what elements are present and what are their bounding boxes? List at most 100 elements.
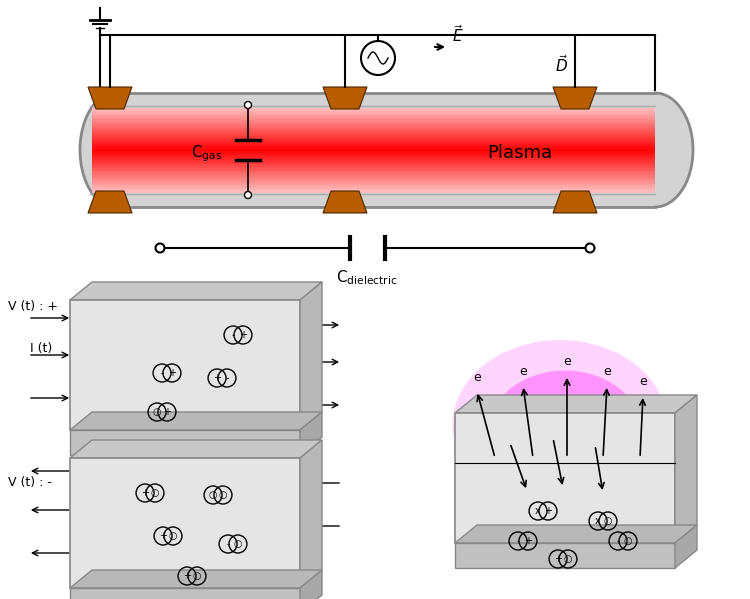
Bar [92, 190, 655, 192]
Bar [92, 131, 655, 132]
Bar [92, 137, 655, 140]
Bar [92, 178, 655, 180]
Bar [92, 110, 655, 111]
Bar [92, 126, 655, 128]
Text: +: + [554, 554, 562, 564]
Polygon shape [455, 525, 697, 543]
Text: V (t) : +: V (t) : + [8, 300, 58, 313]
Polygon shape [675, 395, 697, 543]
Polygon shape [300, 282, 322, 430]
Bar [92, 161, 655, 163]
Bar [92, 122, 655, 124]
Polygon shape [455, 543, 675, 568]
Text: C$_{\rm gas}$: C$_{\rm gas}$ [191, 144, 222, 164]
Text: ○: ○ [564, 554, 572, 564]
Bar [92, 168, 655, 170]
Polygon shape [70, 430, 300, 455]
Bar [92, 188, 655, 190]
Polygon shape [300, 440, 322, 588]
Bar [92, 129, 655, 131]
Text: -: - [225, 373, 229, 383]
Bar [92, 108, 655, 110]
Bar [92, 185, 655, 187]
Text: ○: ○ [193, 571, 201, 581]
Ellipse shape [488, 371, 643, 495]
Text: Plasma: Plasma [488, 144, 553, 162]
Text: ○: ○ [624, 536, 632, 546]
Bar [92, 135, 655, 137]
Bar [92, 162, 655, 165]
Text: I (t): I (t) [30, 342, 52, 355]
Text: +: + [239, 330, 247, 340]
Bar [92, 157, 655, 159]
Ellipse shape [452, 340, 668, 510]
Text: +: + [168, 368, 176, 378]
Bar [92, 174, 655, 176]
Text: ○: ○ [153, 407, 161, 417]
Text: -: - [516, 536, 520, 546]
Bar [92, 143, 655, 145]
Text: ○: ○ [209, 490, 218, 500]
Bar [92, 171, 655, 173]
Bar [92, 128, 655, 129]
Circle shape [586, 244, 595, 253]
Bar [92, 160, 655, 162]
Text: +: + [141, 488, 149, 498]
Bar [92, 186, 655, 188]
Circle shape [244, 101, 251, 108]
Bar [92, 118, 655, 120]
Circle shape [155, 244, 164, 253]
Bar [92, 115, 655, 117]
Bar [92, 153, 655, 155]
Polygon shape [300, 570, 322, 599]
Text: ○: ○ [219, 490, 227, 500]
Polygon shape [70, 412, 322, 430]
Text: C$_{\rm dielectric}$: C$_{\rm dielectric}$ [336, 268, 398, 287]
Bar [92, 177, 655, 179]
Bar [92, 189, 655, 191]
Text: e: e [603, 365, 610, 378]
Text: $\vec{E}$: $\vec{E}$ [452, 24, 464, 45]
Text: +: + [183, 571, 191, 581]
Bar [92, 152, 655, 153]
Text: e: e [563, 355, 571, 368]
Bar [92, 181, 655, 183]
Bar [92, 144, 655, 146]
Bar [92, 123, 655, 125]
Bar [92, 140, 655, 142]
Text: x: x [596, 516, 601, 526]
Text: +: + [213, 373, 221, 383]
Text: -: - [231, 330, 235, 340]
Bar [92, 146, 655, 148]
Bar [92, 150, 655, 152]
Bar [92, 165, 655, 167]
Text: -: - [226, 539, 230, 549]
Polygon shape [455, 395, 697, 413]
Text: e: e [639, 375, 646, 388]
Bar [92, 116, 655, 118]
Bar [92, 149, 655, 150]
Polygon shape [323, 191, 367, 213]
Text: -: - [160, 368, 164, 378]
Text: e: e [473, 371, 481, 384]
Polygon shape [70, 282, 322, 300]
Bar [92, 179, 655, 181]
Circle shape [244, 192, 251, 198]
Polygon shape [455, 413, 675, 543]
Polygon shape [553, 87, 597, 109]
Bar [92, 119, 655, 121]
Bar [92, 120, 655, 123]
Bar [92, 156, 655, 158]
Bar [92, 112, 655, 114]
Polygon shape [88, 191, 132, 213]
Text: +: + [524, 536, 532, 546]
Bar [92, 182, 655, 184]
Bar [92, 184, 655, 186]
Bar [92, 158, 655, 161]
Bar [92, 173, 655, 174]
Text: ○: ○ [234, 539, 242, 549]
Bar [92, 111, 655, 113]
Bar [92, 139, 655, 141]
Text: ○: ○ [604, 516, 612, 526]
Polygon shape [70, 440, 322, 458]
